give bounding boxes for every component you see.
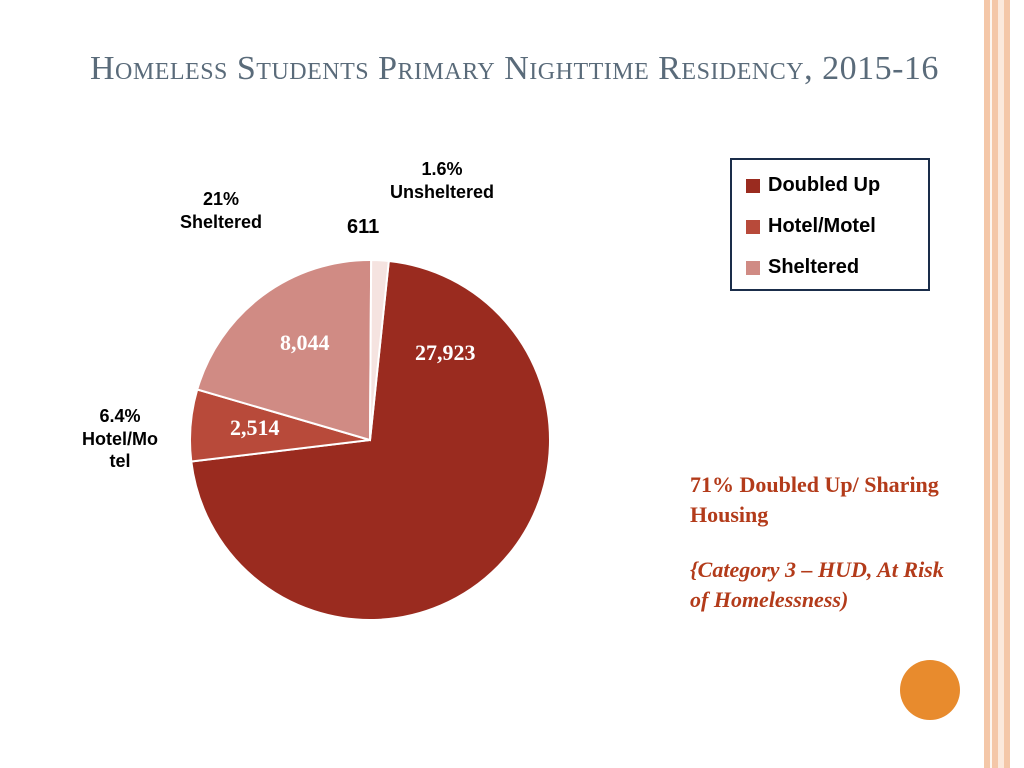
accent-dot [900, 660, 960, 720]
callout: 71% Doubled Up/ Sharing Housing {Categor… [690, 470, 950, 615]
legend-swatch [746, 220, 760, 234]
label-text: 1.6% [422, 159, 463, 179]
legend-swatch [746, 179, 760, 193]
label-hotel: 6.4% Hotel/Mo tel [65, 405, 175, 473]
callout-main: 71% Doubled Up/ Sharing Housing [690, 472, 939, 527]
label-text: 6.4% [99, 406, 140, 426]
accent-stripe [990, 0, 992, 768]
label-sheltered: 21% Sheltered [180, 188, 262, 233]
legend-label: Doubled Up [768, 174, 880, 197]
legend: Doubled Up Hotel/Motel Sheltered [730, 158, 930, 291]
accent-stripe [984, 0, 990, 768]
label-text: Sheltered [180, 212, 262, 232]
legend-label: Hotel/Motel [768, 215, 876, 238]
label-text: 21% [203, 189, 239, 209]
legend-swatch [746, 261, 760, 275]
accent-stripe [998, 0, 1004, 768]
accent-stripe [1004, 0, 1010, 768]
legend-item: Sheltered [746, 256, 914, 279]
label-text: Unsheltered [390, 182, 494, 202]
legend-label: Sheltered [768, 256, 859, 279]
slide-title: Homeless Students Primary Nighttime Resi… [90, 48, 950, 91]
legend-item: Doubled Up [746, 174, 914, 197]
label-unsheltered-count: 611 [347, 215, 379, 240]
accent-stripe [992, 0, 998, 768]
slide: Homeless Students Primary Nighttime Resi… [0, 0, 1024, 768]
slice-value-doubled: 27,923 [415, 340, 476, 366]
pie-chart: 1.6% Unsheltered 611 21% Sheltered 6.4% … [70, 180, 630, 700]
label-text: tel [109, 451, 130, 471]
label-text: Hotel/Mo [82, 429, 158, 449]
slice-value-hotel: 2,514 [230, 415, 280, 441]
legend-item: Hotel/Motel [746, 215, 914, 238]
slice-value-sheltered: 8,044 [280, 330, 330, 356]
label-unsheltered: 1.6% Unsheltered [390, 158, 494, 203]
callout-sub: {Category 3 – HUD, At Risk of Homelessne… [690, 555, 950, 614]
